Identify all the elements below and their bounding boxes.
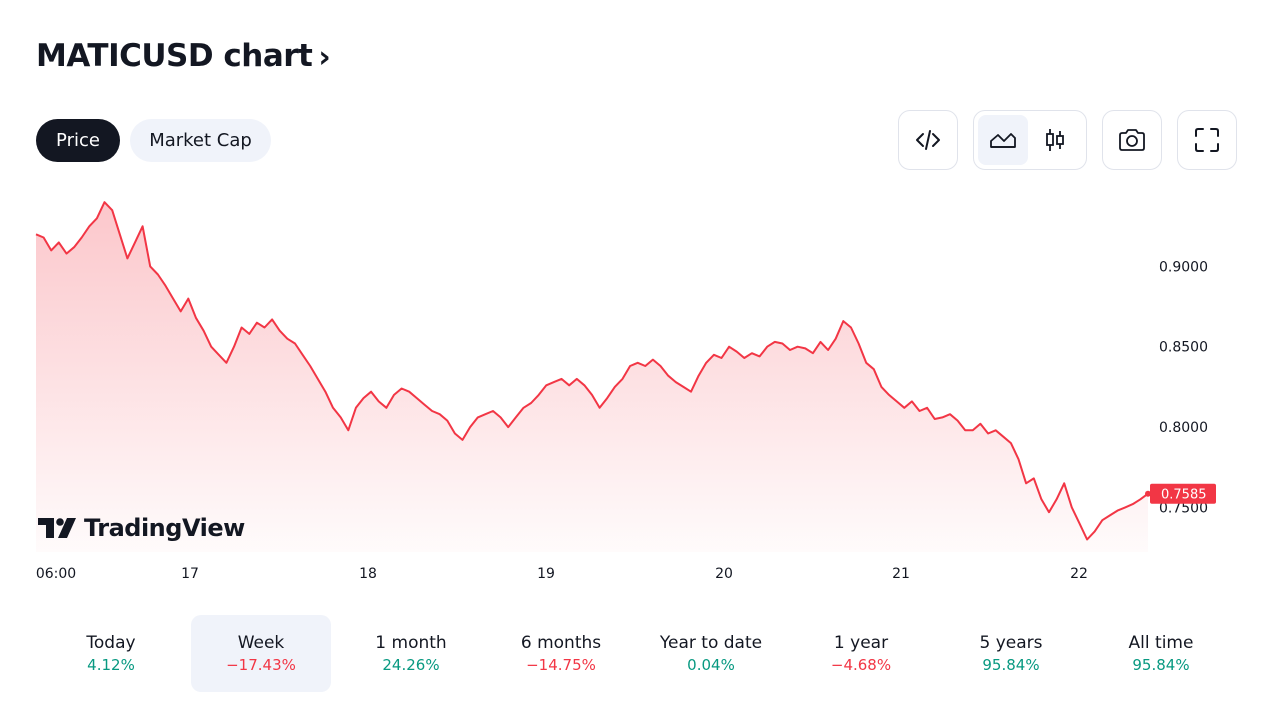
period-label: 1 month bbox=[375, 633, 447, 653]
x-tick-label: 06:00 bbox=[36, 566, 76, 582]
period-label: All time bbox=[1128, 633, 1194, 653]
period-change: −14.75% bbox=[526, 656, 596, 674]
tab-price[interactable]: Price bbox=[36, 119, 120, 162]
x-tick-label: 21 bbox=[892, 566, 910, 582]
period-label: Today bbox=[86, 633, 136, 653]
chart-title-link[interactable]: MATICUSD chart › bbox=[36, 38, 331, 75]
performance-periods: Today 4.12% Week −17.43% 1 month 24.26% … bbox=[0, 615, 1280, 693]
price-chart[interactable]: 0.9000 0.8500 0.8000 0.7500 06:00 17 18 19 20 21… bbox=[0, 180, 1280, 600]
chevron-right-icon: › bbox=[318, 39, 331, 75]
y-tick-label: 0.9000 bbox=[1159, 259, 1208, 275]
y-tick-label: 0.7500 bbox=[1159, 500, 1208, 516]
period-label: 6 months bbox=[520, 633, 602, 653]
period-change: 24.26% bbox=[382, 656, 440, 674]
screenshot-button[interactable] bbox=[1102, 110, 1162, 170]
period-1-month[interactable]: 1 month 24.26% bbox=[341, 615, 481, 692]
tradingview-logo-icon bbox=[38, 518, 76, 538]
chart-style-group bbox=[973, 110, 1087, 170]
period-week[interactable]: Week −17.43% bbox=[191, 615, 331, 692]
candlestick-icon bbox=[1046, 129, 1064, 151]
period-6-months[interactable]: 6 months −14.75% bbox=[491, 615, 631, 692]
last-price-text: 0.7585 bbox=[1161, 488, 1207, 503]
period-5-years[interactable]: 5 years 95.84% bbox=[941, 615, 1081, 692]
period-label: 1 year bbox=[833, 633, 889, 653]
fullscreen-icon bbox=[1195, 128, 1219, 152]
x-tick-label: 22 bbox=[1070, 566, 1088, 582]
tradingview-watermark: TradingView bbox=[38, 514, 246, 542]
period-change: 95.84% bbox=[982, 656, 1040, 674]
x-tick-label: 20 bbox=[715, 566, 733, 582]
candles-style-button[interactable] bbox=[1030, 115, 1080, 165]
period-1-year[interactable]: 1 year −4.68% bbox=[791, 615, 931, 692]
period-change: 95.84% bbox=[1132, 656, 1190, 674]
area-style-button[interactable] bbox=[978, 115, 1028, 165]
y-tick-label: 0.8500 bbox=[1159, 340, 1208, 356]
period-all-time[interactable]: All time 95.84% bbox=[1091, 615, 1231, 692]
x-tick-label: 17 bbox=[181, 566, 199, 582]
period-label: 5 years bbox=[979, 633, 1043, 653]
tab-market-cap[interactable]: Market Cap bbox=[130, 119, 271, 162]
last-price-marker bbox=[1145, 490, 1151, 497]
period-change: 0.04% bbox=[687, 656, 735, 674]
page-title: MATICUSD chart bbox=[36, 38, 313, 74]
period-change: −17.43% bbox=[226, 656, 296, 674]
period-change: 4.12% bbox=[87, 656, 135, 674]
x-tick-label: 18 bbox=[359, 566, 377, 582]
last-price-label: 0.7585 bbox=[1150, 483, 1216, 504]
period-today[interactable]: Today 4.12% bbox=[41, 615, 181, 692]
watermark-text: TradingView bbox=[84, 514, 245, 542]
y-tick-label: 0.8000 bbox=[1159, 420, 1208, 436]
embed-code-icon bbox=[916, 130, 940, 150]
fullscreen-button[interactable] bbox=[1177, 110, 1237, 170]
period-change: −4.68% bbox=[830, 656, 892, 674]
period-label: Year to date bbox=[659, 633, 763, 653]
embed-button[interactable] bbox=[898, 110, 958, 170]
y-axis: 0.9000 0.8500 0.8000 0.7500 bbox=[1159, 259, 1208, 516]
x-axis: 06:00 17 18 19 20 21 22 bbox=[36, 566, 1088, 582]
price-area-fill bbox=[36, 202, 1148, 552]
period-label: Week bbox=[237, 633, 285, 653]
period-year-to-date[interactable]: Year to date 0.04% bbox=[641, 615, 781, 692]
price-line bbox=[35, 201, 1149, 541]
x-tick-label: 19 bbox=[537, 566, 555, 582]
camera-icon bbox=[1119, 129, 1145, 151]
area-chart-icon bbox=[990, 133, 1016, 148]
